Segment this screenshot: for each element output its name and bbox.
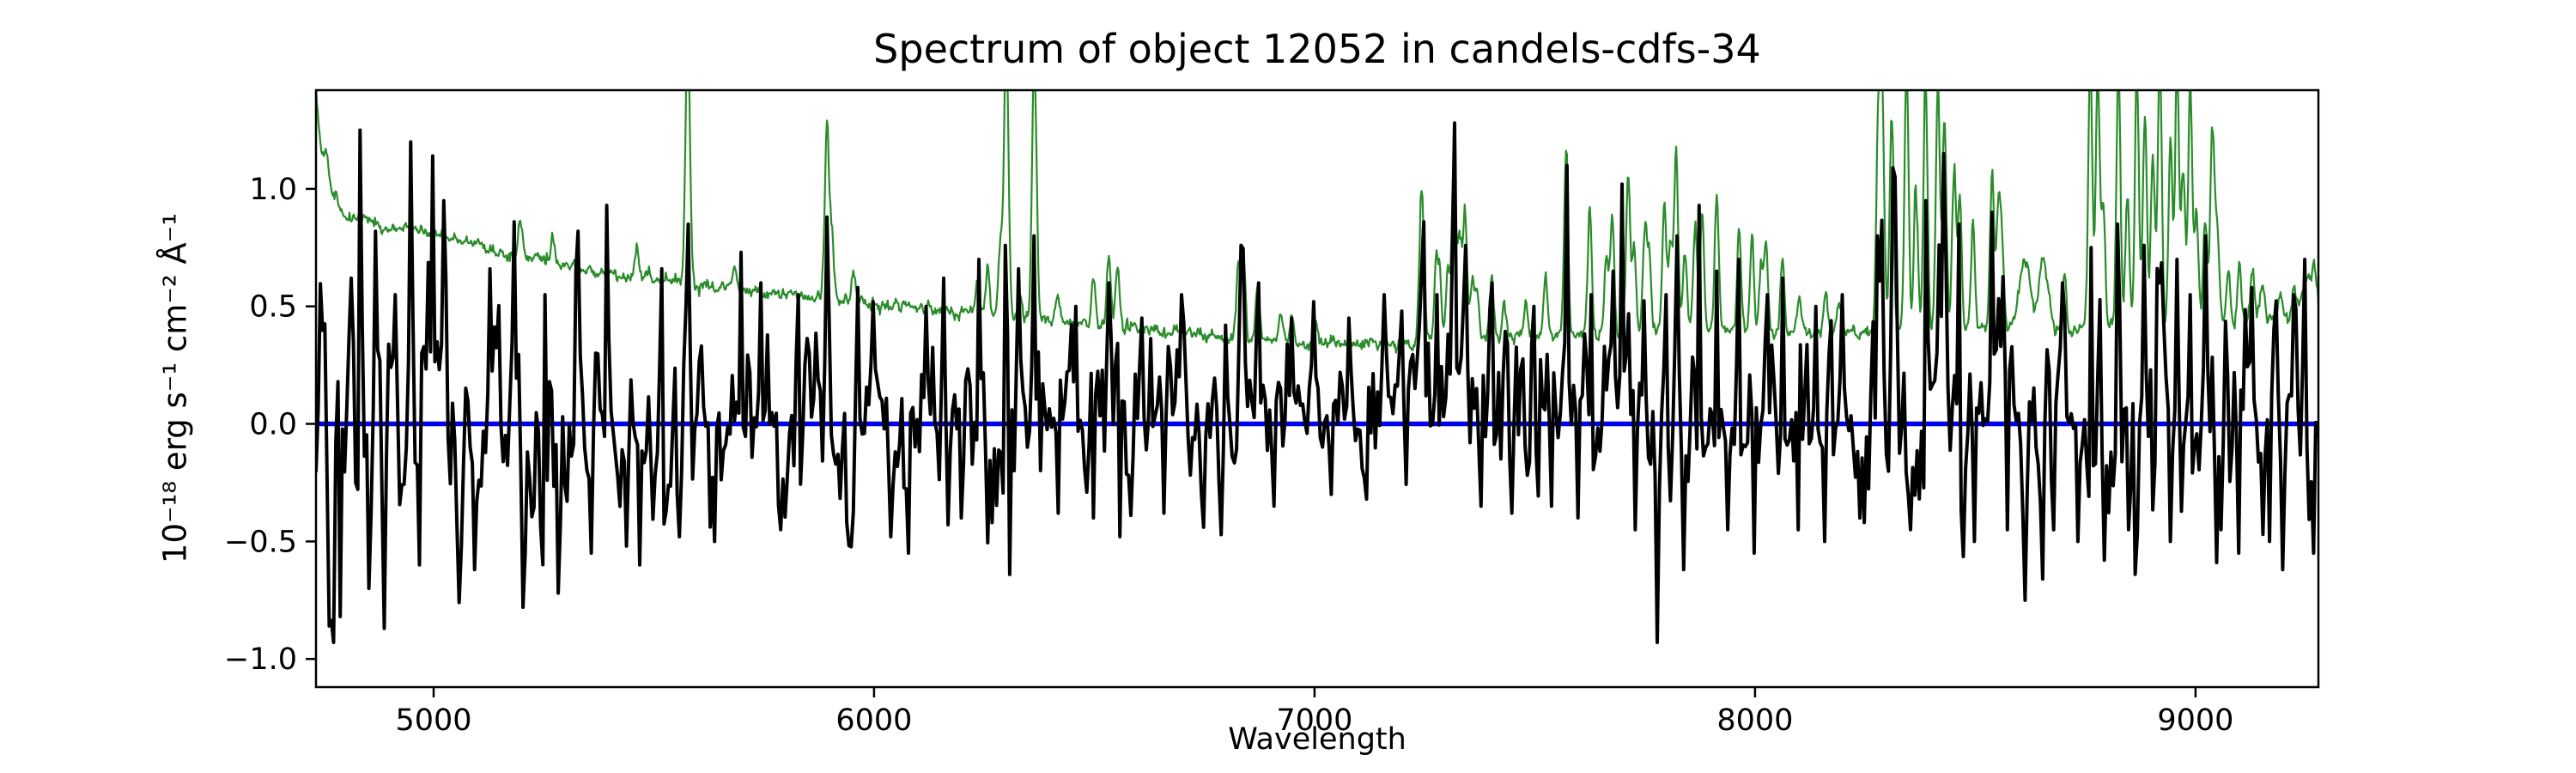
y-tick-label: 0.5 [249,290,297,325]
y-tick-label: −0.5 [224,525,297,559]
y-tick-label: 1.0 [249,173,297,207]
x-tick-label: 6000 [835,703,912,738]
y-axis-label: 10⁻¹⁸ erg s⁻¹ cm⁻² Å⁻¹ [156,212,194,564]
flux-series-line [316,121,2318,644]
x-tick-label: 7000 [1276,703,1352,738]
x-tick-label: 8000 [1716,703,1793,738]
axis-tick-labels: 5000 6000 7000 8000 9000 1.0 0.5 0.0 −0.5 −1.0 [224,173,2233,738]
axis-ticks [306,187,2197,697]
y-tick-label: −1.0 [224,642,297,677]
chart-title: Spectrum of object 12052 in candels-cdfs… [873,26,1761,72]
x-tick-label: 5000 [395,703,471,738]
y-tick-label: 0.0 [249,408,297,442]
noise-series-line [316,90,2318,354]
x-tick-label: 9000 [2157,703,2233,738]
series-group [316,90,2318,644]
plot-area [314,88,2320,689]
x-axis-label: Wavelength [1228,722,1406,757]
